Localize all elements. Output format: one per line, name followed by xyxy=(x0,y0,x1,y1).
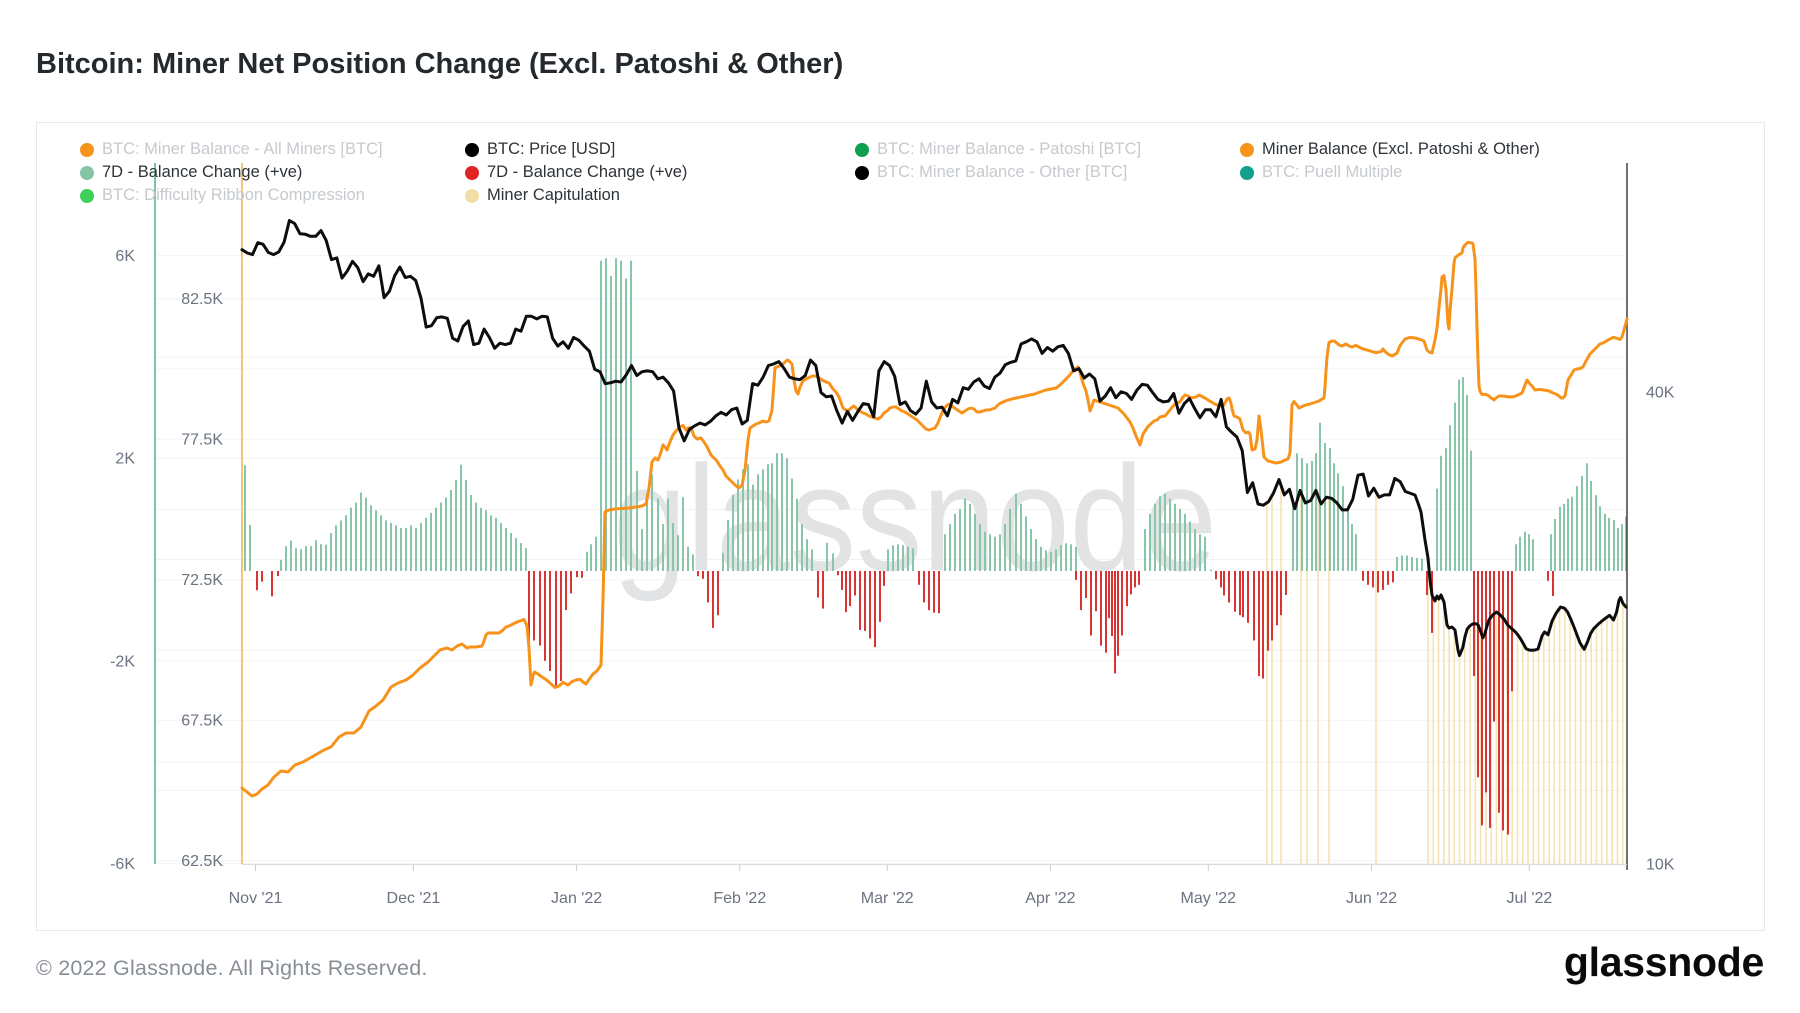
svg-text:77.5K: 77.5K xyxy=(181,432,223,449)
svg-text:Feb '22: Feb '22 xyxy=(713,890,766,907)
svg-text:67.5K: 67.5K xyxy=(181,713,223,730)
svg-text:-6K: -6K xyxy=(110,856,135,873)
svg-text:40K: 40K xyxy=(1646,385,1675,402)
svg-text:Apr '22: Apr '22 xyxy=(1025,890,1075,907)
svg-text:2K: 2K xyxy=(115,451,135,468)
svg-text:Nov '21: Nov '21 xyxy=(229,890,283,907)
svg-text:Dec '21: Dec '21 xyxy=(387,890,441,907)
svg-text:-2K: -2K xyxy=(110,653,135,670)
svg-text:72.5K: 72.5K xyxy=(181,572,223,589)
svg-text:Jan '22: Jan '22 xyxy=(551,890,602,907)
svg-text:May '22: May '22 xyxy=(1181,890,1237,907)
svg-text:Jul '22: Jul '22 xyxy=(1507,890,1553,907)
svg-text:82.5K: 82.5K xyxy=(181,291,223,308)
svg-text:Jun '22: Jun '22 xyxy=(1346,890,1397,907)
svg-text:6K: 6K xyxy=(115,248,135,265)
svg-text:10K: 10K xyxy=(1646,857,1675,874)
svg-text:62.5K: 62.5K xyxy=(181,853,223,870)
svg-text:Mar '22: Mar '22 xyxy=(861,890,914,907)
